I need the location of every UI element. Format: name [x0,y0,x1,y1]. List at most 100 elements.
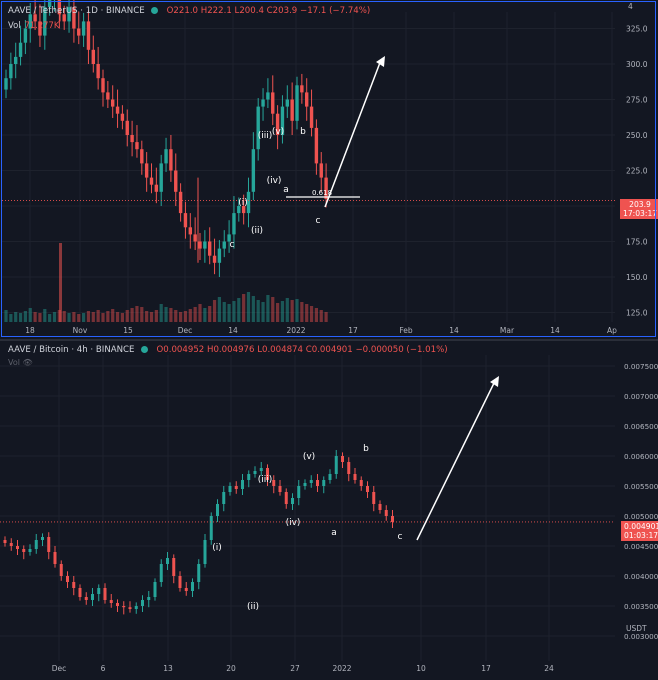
volume-bar [52,312,57,322]
candle-body [159,564,163,582]
y-tick-label: 0.004500 [624,542,658,551]
usdt-price-tag: 203.9 17:03:17 [620,199,658,219]
candle-body [159,163,163,192]
volume-bar [217,297,221,322]
volume-bar [101,313,105,322]
candle-body [166,558,169,564]
candle-body [14,56,18,64]
x-tick-label: 10 [416,664,426,673]
y-tick-label: 0.006000 [624,452,658,461]
volume-bar [198,304,202,322]
candle-body [115,106,120,114]
btc-ohlc-readout: O0.004952 H0.004976 L0.004874 C0.004901 … [156,345,448,355]
volume-bar [309,306,314,322]
x-tick-label: 27 [290,664,300,673]
candle-body [122,606,126,608]
candle-body [28,14,32,29]
volume-bar [159,304,163,322]
candle-body [72,7,76,29]
y-tick-label: 0.003500 [624,602,658,611]
candle-body [222,492,226,504]
candle-body [57,0,62,15]
volume-bar [140,307,144,322]
volume-bar [130,308,134,322]
volume-value: 71.277K [24,20,60,30]
volume-bar [300,302,304,322]
btc-volume-legend: Vol 👁 [8,358,33,367]
candle-body [116,603,119,606]
candle-body [291,498,294,504]
volume-bar [164,307,168,322]
candle-body [216,504,219,516]
candle-body [280,106,285,135]
wave-label: a [283,185,289,195]
volume-bar [222,302,226,322]
y-tick-label: 275.0 [626,96,648,105]
wave-label: (v) [303,452,315,462]
volume-bar [246,292,251,322]
candle-body [91,49,95,64]
volume-bar [120,313,124,322]
panel-separator[interactable] [0,339,658,341]
candle-body [222,241,226,249]
volume-label: Vol [8,20,21,30]
wave-label: a [331,528,337,538]
candle-body [38,21,42,36]
candle-body [111,99,115,107]
y-tick-label: 0.007500 [624,362,658,371]
eye-hidden-icon[interactable]: 👁 [22,358,33,367]
candle-body [47,0,52,8]
candle-body [144,163,149,178]
wave-label: b [300,127,306,137]
top-corner-label: 4 [628,2,633,11]
candle-body [237,206,241,214]
volume-bar [72,312,76,322]
candle-body [278,486,282,492]
wave-label: c [316,216,321,226]
candle-body [97,588,101,594]
candle-body [319,163,323,178]
volume-bar [285,298,289,322]
volume-bar [208,306,212,322]
btc-chart-panel[interactable]: 0.007500 0.007000 0.006500 0.006000 0.005500… [0,341,658,680]
btc-symbol-label[interactable]: AAVE / Bitcoin · 4h · BINANCE [8,345,135,355]
volume-bar [271,297,275,322]
wave-label: (ii) [251,226,263,236]
candle-body [184,588,188,591]
usdt-chart-canvas[interactable]: 450.0425.0400.0375.0350.0325.0300.0275.0… [0,0,658,340]
volume-bar [28,308,32,322]
usdt-symbol-label[interactable]: AAVE / TetherUS · 1D · BINANCE [8,6,145,16]
volume-bar [59,243,62,322]
x-tick-label: 24 [544,664,554,673]
usdt-chart-panel[interactable]: 450.0425.0400.0375.0350.0325.0300.0275.0… [0,0,658,340]
arrow-head-icon [490,376,499,387]
candle-body [247,474,251,480]
candle-body [86,21,91,50]
y-tick-label: 300.0 [626,60,648,69]
volume-bar [319,310,323,322]
btc-chart-canvas[interactable]: 0.007500 0.007000 0.006500 0.006000 0.005500… [0,341,658,680]
volume-bar [227,304,231,322]
wave-label: (ii) [247,602,259,612]
volume-bar [251,296,255,322]
y-tick-label: 250.0 [626,131,648,140]
candle-body [212,255,217,263]
x-tick-label: 14 [550,326,560,335]
candle-body [234,486,238,489]
candle-body [125,120,129,135]
volume-bar [33,312,37,322]
candle-body [172,558,176,576]
candle-body [359,480,363,486]
candle-body [141,600,144,606]
candle-body [91,594,94,600]
candle-body [135,142,139,150]
projection-arrow [324,59,382,208]
x-tick-label: Ap [607,326,617,335]
volume-bar [242,294,246,322]
volume-bar [38,313,42,322]
x-tick-label: 15 [123,326,133,335]
market-open-icon [150,7,158,14]
x-tick-label: 17 [481,664,491,673]
x-tick-label: 17 [348,326,358,335]
candle-body [227,234,231,242]
